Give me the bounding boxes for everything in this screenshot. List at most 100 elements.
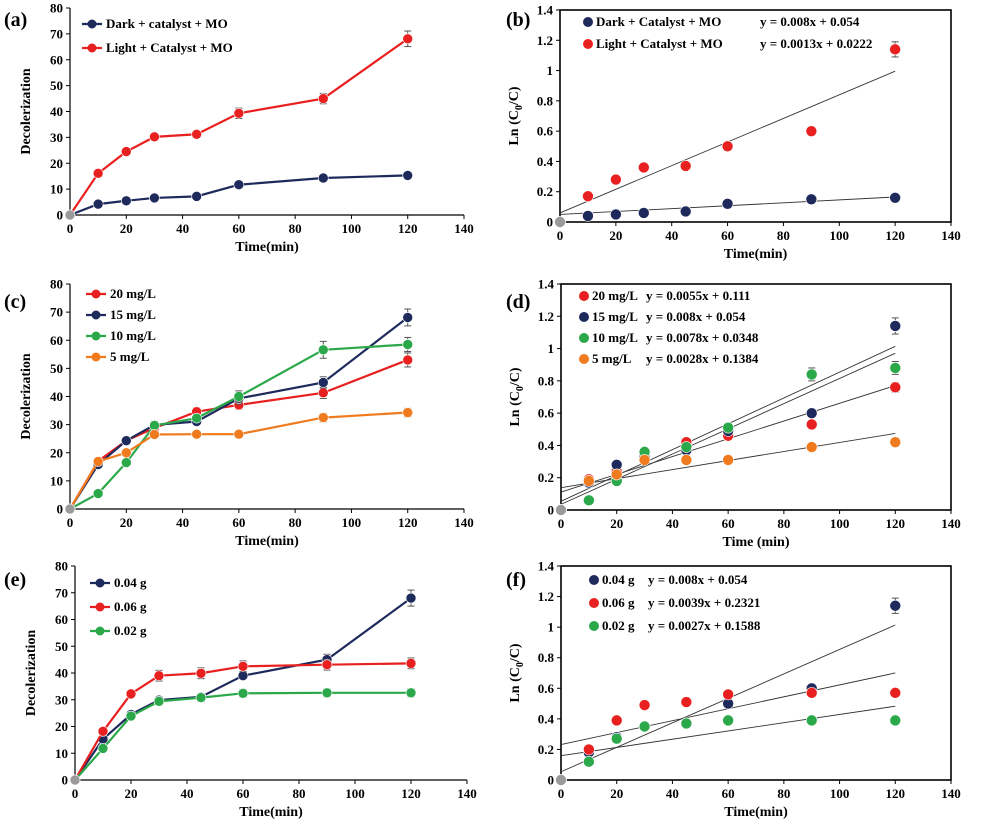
y-tick-label: 80: [50, 1, 63, 16]
data-point: [92, 488, 104, 499]
y-tick-label: 0: [57, 502, 64, 517]
data-point: [889, 714, 902, 727]
x-tick-label: 60: [722, 786, 735, 801]
legend-equation: y = 0.008x + 0.054: [648, 572, 748, 587]
y-tick-label: 0.8: [538, 650, 555, 665]
data-point: [583, 755, 595, 768]
data-point: [583, 475, 595, 487]
y-tick-label: 0.4: [538, 438, 555, 453]
y-tick-label: 1: [547, 63, 554, 78]
data-point: [805, 125, 818, 137]
data-point: [610, 208, 622, 221]
data-point: [582, 210, 594, 222]
legend-item: 0.06 g: [90, 599, 147, 614]
legend-label: 0.06 g: [602, 595, 635, 610]
data-point: [317, 387, 329, 399]
x-tick-label: 120: [398, 515, 418, 530]
data-point: [721, 140, 734, 153]
x-tick-label: 0: [67, 515, 74, 530]
y-tick-label: 60: [50, 333, 63, 348]
legend-label: 10 mg/L: [592, 330, 638, 345]
y-tick-label: 0.6: [537, 124, 554, 139]
legend-label: 10 mg/L: [110, 328, 156, 343]
y-tick-label: 0.2: [537, 184, 553, 199]
data-point: [722, 421, 734, 434]
data-point: [583, 743, 595, 756]
legend-label: Light + Catalyst + MO: [596, 36, 723, 51]
series-line: [69, 358, 409, 510]
data-point: [554, 216, 566, 228]
legend-marker: [87, 19, 97, 29]
y-tick-label: 1.4: [538, 559, 555, 574]
data-point: [610, 732, 623, 745]
x-tick-label: 20: [610, 516, 623, 531]
x-tick-label: 100: [345, 786, 365, 801]
x-tick-label: 120: [398, 221, 418, 236]
legend-label: 0.04 g: [114, 575, 147, 590]
legend-item: Dark + Catalyst + MO y = 0.008x + 0.054: [583, 14, 860, 29]
panel-f: 0 20 40 60 80 100 120 140 0 0.2 0.4 0.6 0.8 1 1.2 1.4 Ti…: [506, 559, 961, 821]
data-point: [889, 687, 902, 699]
data-point: [638, 699, 651, 711]
y-tick-label: 70: [50, 305, 63, 320]
data-point: [125, 710, 137, 722]
data-point: [402, 354, 414, 366]
legend-equation: y = 0.0013x + 0.0222: [760, 36, 872, 51]
y-tick-label: 40: [50, 389, 63, 404]
legend-marker: [579, 354, 589, 364]
data-point: [637, 207, 650, 219]
data-point: [638, 720, 651, 733]
x-tick-label: 60: [721, 228, 734, 243]
series-0-02-g: [555, 714, 902, 786]
data-point: [610, 458, 623, 471]
legend-marker: [583, 39, 593, 49]
x-axis-label: Time(min): [235, 240, 299, 255]
data-point: [321, 687, 333, 699]
series-line: [74, 691, 411, 781]
data-point: [149, 429, 160, 440]
data-point: [153, 696, 165, 707]
legend-label: 0.02 g: [114, 623, 147, 638]
legend-equation: y = 0.0027x + 0.1588: [648, 618, 761, 633]
data-point: [805, 687, 818, 699]
x-tick-label: 20: [610, 786, 623, 801]
x-tick-label: 0: [67, 221, 74, 236]
y-tick-label: 0: [57, 208, 64, 223]
y-tick-label: 0: [62, 773, 69, 788]
series-0-04-g: [69, 589, 417, 786]
y-axis-label: Ln (C0/C): [508, 367, 526, 426]
x-axis-label: Time(min): [239, 805, 303, 820]
data-point: [722, 688, 734, 701]
data-point: [64, 503, 76, 515]
x-tick-label: 140: [457, 786, 477, 801]
data-point: [92, 168, 104, 179]
plot-frame: [559, 9, 952, 223]
legend-marker: [91, 310, 101, 320]
data-point: [405, 687, 417, 699]
data-point: [405, 658, 417, 669]
series-5-mg-l: [64, 407, 414, 515]
series-0-02-g: [69, 687, 417, 786]
data-point: [191, 412, 202, 424]
x-tick-label: 120: [401, 786, 421, 801]
legend-equation: y = 0.008x + 0.054: [646, 309, 746, 324]
legend-item: Dark + catalyst + MO: [82, 16, 228, 31]
series-line: [69, 316, 409, 510]
x-tick-label: 140: [941, 228, 961, 243]
plot-frame: [560, 283, 952, 511]
series-line: [74, 662, 412, 781]
legend-marker: [579, 291, 589, 301]
data-point: [402, 312, 414, 323]
x-tick-label: 120: [885, 228, 905, 243]
legend-item: 5 mg/L y = 0.0028x + 0.1384: [579, 351, 759, 366]
data-point: [402, 33, 414, 45]
y-tick-label: 30: [55, 692, 68, 707]
x-tick-label: 100: [830, 786, 850, 801]
y-tick-label: 0.8: [538, 373, 555, 388]
data-point: [97, 743, 109, 754]
data-point: [317, 412, 329, 423]
y-tick-label: 10: [55, 746, 68, 761]
y-tick-label: 1.2: [538, 309, 554, 324]
legend-item: Light + Catalyst + MO: [82, 40, 233, 55]
y-tick-label: 50: [50, 361, 63, 376]
